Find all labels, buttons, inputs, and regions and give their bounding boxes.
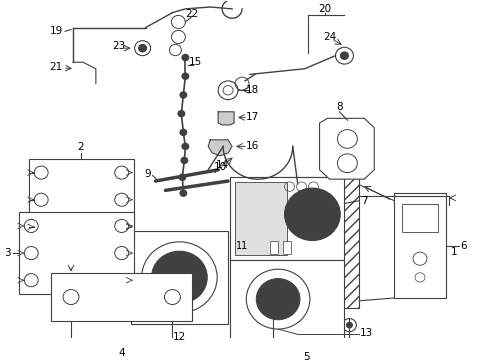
Circle shape — [151, 251, 207, 303]
Circle shape — [292, 195, 332, 233]
Bar — [130, 231, 227, 324]
Circle shape — [181, 54, 189, 61]
Bar — [269, 241, 277, 254]
Circle shape — [179, 189, 187, 197]
Circle shape — [176, 275, 182, 280]
Bar — [19, 212, 133, 294]
Text: 1: 1 — [449, 247, 456, 257]
Polygon shape — [218, 112, 234, 125]
Text: 23: 23 — [112, 41, 125, 51]
Circle shape — [340, 52, 347, 59]
Circle shape — [273, 294, 283, 304]
Text: 11: 11 — [235, 240, 247, 251]
Text: 8: 8 — [335, 102, 342, 112]
Bar — [235, 182, 286, 255]
Text: 24: 24 — [322, 32, 335, 42]
Text: 6: 6 — [460, 240, 466, 251]
Circle shape — [138, 44, 146, 52]
Text: 9: 9 — [144, 170, 151, 180]
Bar — [29, 158, 133, 241]
Polygon shape — [208, 140, 232, 156]
Text: 21: 21 — [49, 62, 62, 72]
Circle shape — [179, 129, 187, 136]
Circle shape — [284, 188, 340, 240]
Text: 17: 17 — [245, 112, 258, 122]
Text: 12: 12 — [172, 332, 185, 342]
Circle shape — [179, 91, 187, 99]
Circle shape — [181, 72, 189, 80]
Circle shape — [346, 322, 352, 328]
Text: 13: 13 — [359, 328, 372, 338]
Bar — [393, 193, 445, 298]
Circle shape — [181, 143, 189, 150]
Bar — [254, 177, 359, 308]
Text: 3: 3 — [4, 248, 11, 258]
Text: 19: 19 — [49, 26, 62, 36]
Circle shape — [180, 157, 188, 164]
Circle shape — [177, 110, 185, 117]
Text: 7: 7 — [360, 196, 367, 206]
Bar — [230, 260, 344, 342]
Polygon shape — [319, 118, 373, 179]
Text: 18: 18 — [245, 85, 258, 95]
Text: 22: 22 — [185, 9, 199, 19]
Circle shape — [256, 279, 299, 320]
Bar — [401, 204, 437, 233]
Text: 4: 4 — [118, 348, 125, 358]
Text: 5: 5 — [303, 352, 309, 360]
Text: 15: 15 — [188, 57, 202, 67]
Text: 16: 16 — [245, 141, 258, 152]
Bar — [230, 177, 344, 260]
Bar — [51, 273, 192, 321]
Text: 20: 20 — [317, 4, 330, 14]
Circle shape — [178, 174, 186, 181]
Circle shape — [161, 261, 197, 294]
Bar — [282, 241, 290, 254]
Text: 2: 2 — [78, 142, 84, 152]
Text: 14: 14 — [215, 160, 228, 170]
Text: 10: 10 — [213, 162, 226, 172]
Circle shape — [269, 322, 275, 328]
